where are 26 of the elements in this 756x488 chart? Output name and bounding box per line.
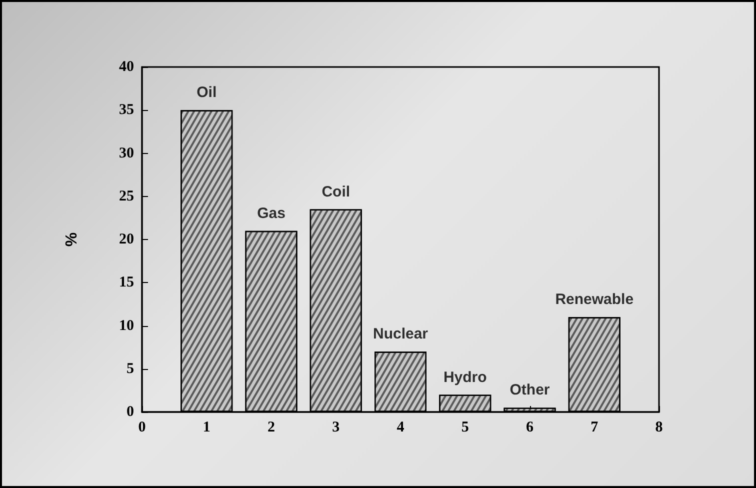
x-tick-label: 3 <box>332 420 340 436</box>
y-tick-label: 35 <box>119 102 134 118</box>
annotation: Other <box>510 382 550 399</box>
annotation: Hydro <box>443 368 487 386</box>
y-tick-label: 0 <box>126 404 134 420</box>
x-tick-label: 5 <box>461 420 469 436</box>
y-tick-label: 20 <box>119 232 134 248</box>
x-tick-label: 1 <box>202 420 210 436</box>
x-tick-label: 7 <box>590 420 599 436</box>
x-tick-label: 8 <box>655 420 663 436</box>
x-tick-label: 4 <box>396 420 405 436</box>
annotation: Renewable <box>555 291 634 308</box>
y-axis-title: % <box>64 232 80 247</box>
annotation: Nuclear <box>372 326 428 343</box>
x-tick-label: 2 <box>268 420 275 436</box>
y-tick-label: 25 <box>119 188 134 204</box>
y-tick-label: 15 <box>119 274 134 291</box>
x-tick-label: 0 <box>138 420 146 436</box>
annotation: Oil <box>196 84 217 102</box>
annotation: Coil <box>322 183 350 200</box>
y-tick-label: 40 <box>119 59 134 75</box>
y-tick-label: 5 <box>126 360 134 377</box>
y-tick-label: 30 <box>119 145 134 162</box>
y-tick-label: 10 <box>119 318 134 334</box>
x-tick-label: 6 <box>526 420 534 436</box>
annotation: Gas <box>257 204 286 222</box>
